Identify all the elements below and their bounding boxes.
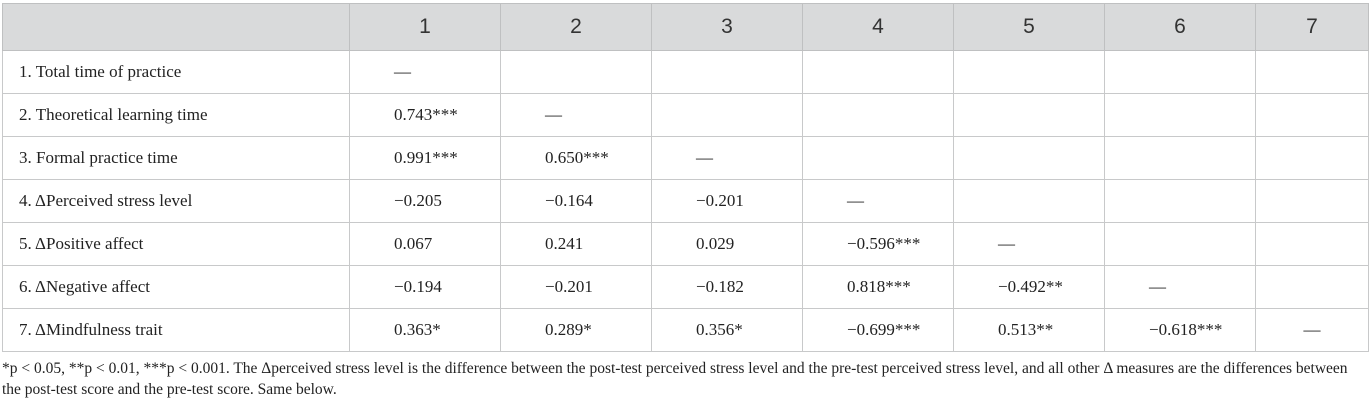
table-cell: —: [1104, 265, 1256, 309]
table-cell: [1104, 50, 1256, 94]
table-cell: −0.618***: [1104, 308, 1256, 352]
table-cell: [1104, 179, 1256, 223]
header-cell-7: 7: [1255, 3, 1369, 51]
table-cell: —: [651, 136, 803, 180]
table-cell: 0.363*: [349, 308, 501, 352]
table-cell: [1104, 93, 1256, 137]
table-cell: [953, 136, 1105, 180]
header-cell-2: 2: [500, 3, 652, 51]
header-cell-3: 3: [651, 3, 803, 51]
correlation-table-container: 1 2 3 4 5 6 7 1. Total time of practice …: [2, 3, 1369, 352]
table-cell: [1104, 136, 1256, 180]
table-row: 2. Theoretical learning time 0.743*** —: [2, 93, 1369, 137]
header-cell-4: 4: [802, 3, 954, 51]
table-cell: [1104, 222, 1256, 266]
table-cell: 0.650***: [500, 136, 652, 180]
table-cell: [802, 50, 954, 94]
table-cell: −0.201: [651, 179, 803, 223]
table-cell: −0.492**: [953, 265, 1105, 309]
row-label: 6. ΔNegative affect: [2, 265, 350, 309]
table-cell: [500, 50, 652, 94]
table-cell: −0.164: [500, 179, 652, 223]
correlation-table: 1 2 3 4 5 6 7 1. Total time of practice …: [2, 3, 1369, 352]
table-cell: [1255, 222, 1369, 266]
table-cell: —: [802, 179, 954, 223]
row-label: 4. ΔPerceived stress level: [2, 179, 350, 223]
table-cell: −0.182: [651, 265, 803, 309]
table-cell: 0.743***: [349, 93, 501, 137]
table-cell: [953, 179, 1105, 223]
table-cell: 0.241: [500, 222, 652, 266]
table-cell: —: [500, 93, 652, 137]
table-cell: 0.513**: [953, 308, 1105, 352]
table-cell: −0.201: [500, 265, 652, 309]
table-cell: [953, 50, 1105, 94]
table-cell: [651, 50, 803, 94]
table-cell: [802, 136, 954, 180]
table-cell: [1255, 136, 1369, 180]
table-cell: 0.356*: [651, 308, 803, 352]
row-label: 7. ΔMindfulness trait: [2, 308, 350, 352]
row-label: 3. Formal practice time: [2, 136, 350, 180]
row-label: 5. ΔPositive affect: [2, 222, 350, 266]
table-cell: [1255, 179, 1369, 223]
header-cell-blank: [2, 3, 350, 51]
table-cell: [953, 93, 1105, 137]
table-row: 4. ΔPerceived stress level −0.205 −0.164…: [2, 179, 1369, 223]
row-label: 1. Total time of practice: [2, 50, 350, 94]
table-footnote: *p < 0.05, **p < 0.01, ***p < 0.001. The…: [2, 360, 1348, 398]
table-cell: [651, 93, 803, 137]
table-row: 3. Formal practice time 0.991*** 0.650**…: [2, 136, 1369, 180]
table-cell: −0.699***: [802, 308, 954, 352]
table-row: 7. ΔMindfulness trait 0.363* 0.289* 0.35…: [2, 308, 1369, 352]
table-cell: —: [349, 50, 501, 94]
row-label: 2. Theoretical learning time: [2, 93, 350, 137]
table-cell: [802, 93, 954, 137]
table-row: 6. ΔNegative affect −0.194 −0.201 −0.182…: [2, 265, 1369, 309]
table-cell: 0.029: [651, 222, 803, 266]
table-cell: −0.194: [349, 265, 501, 309]
header-cell-6: 6: [1104, 3, 1256, 51]
table-cell: 0.991***: [349, 136, 501, 180]
header-cell-5: 5: [953, 3, 1105, 51]
table-cell: —: [953, 222, 1105, 266]
table-cell: −0.596***: [802, 222, 954, 266]
header-row: 1 2 3 4 5 6 7: [2, 3, 1369, 51]
table-row: 5. ΔPositive affect 0.067 0.241 0.029 −0…: [2, 222, 1369, 266]
header-cell-1: 1: [349, 3, 501, 51]
table-cell: 0.067: [349, 222, 501, 266]
table-cell: [1255, 93, 1369, 137]
table-cell: −0.205: [349, 179, 501, 223]
table-cell: 0.289*: [500, 308, 652, 352]
table-cell: 0.818***: [802, 265, 954, 309]
table-cell: [1255, 50, 1369, 94]
table-cell: —: [1255, 308, 1369, 352]
table-row: 1. Total time of practice —: [2, 50, 1369, 94]
table-cell: [1255, 265, 1369, 309]
